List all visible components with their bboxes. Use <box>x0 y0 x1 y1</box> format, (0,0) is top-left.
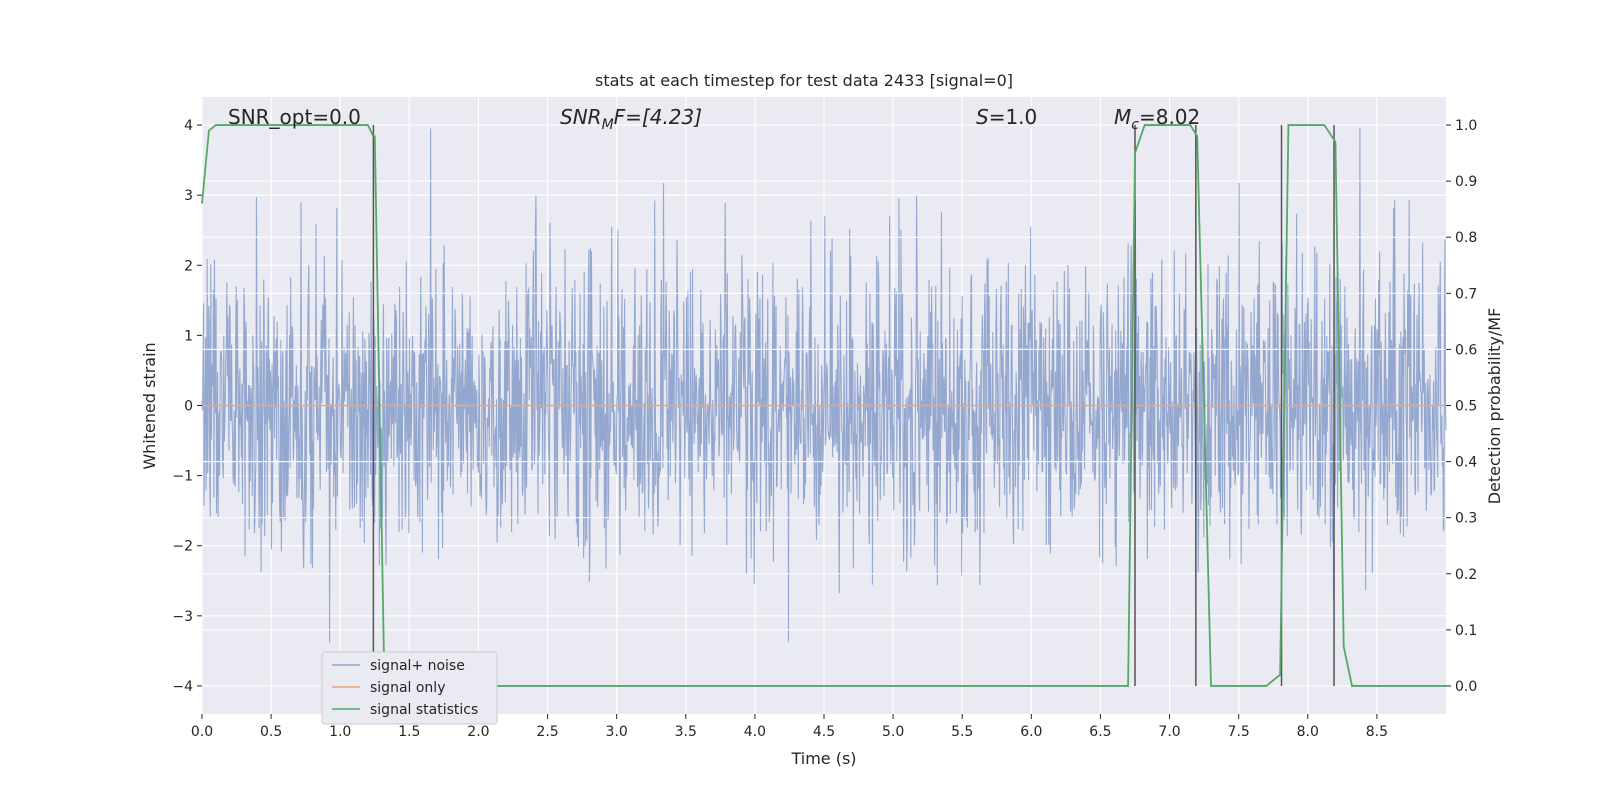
x-axis-label: Time (s) <box>790 749 856 768</box>
x-tick-label: 7.0 <box>1158 724 1180 740</box>
y-right-tick-label: 0.5 <box>1455 399 1477 415</box>
legend-label-signal-statistics: signal statistics <box>370 702 478 718</box>
x-tick-label: 7.5 <box>1228 724 1250 740</box>
annotation-snr-mf-rest: F=[4.23] <box>614 105 702 129</box>
x-tick-label: 1.5 <box>398 724 420 740</box>
y-axis-label-left: Whitened strain <box>140 342 159 469</box>
annotation-s: S=1.0 <box>976 105 1037 129</box>
annotation-mc-rest: =8.02 <box>1139 105 1200 129</box>
y-left-tick-label: 4 <box>184 118 193 134</box>
x-tick-label: 2.5 <box>536 724 558 740</box>
y-left-tick-label: 3 <box>184 188 193 204</box>
x-tick-label: 2.0 <box>467 724 489 740</box>
annotation-snr-mf-sub: M <box>602 117 614 133</box>
x-tick-label: 5.5 <box>951 724 973 740</box>
y-right-tick-label: 0.1 <box>1455 623 1477 639</box>
x-tick-label: 3.5 <box>675 724 697 740</box>
annotation-s-rest: =1.0 <box>989 105 1038 129</box>
x-tick-label: 8.0 <box>1297 724 1319 740</box>
chart-title: stats at each timestep for test data 243… <box>595 71 1013 90</box>
axes: 0.0 0.5 1.0 1.5 2.0 2.5 3.0 3.5 4.0 4.5 5.0 5.5 6.0 6… <box>172 118 1477 740</box>
y-left-tick-label: 0 <box>184 399 193 415</box>
y-left-tick-label: 1 <box>184 328 193 344</box>
legend: signal+ noise signal only signal statist… <box>321 651 498 725</box>
y-right-tick-label: 0.0 <box>1455 679 1477 695</box>
y-left-tick-label: −2 <box>172 539 193 555</box>
x-tick-label: 0.5 <box>260 724 282 740</box>
y-axis-label-right: Detection probability/MF <box>1485 308 1504 505</box>
y-right-tick-label: 0.8 <box>1455 230 1477 246</box>
x-tick-label: 0.0 <box>191 724 213 740</box>
series-signal-statistics <box>201 124 1446 687</box>
series-signal-plus-noise <box>201 128 1447 643</box>
y-right-tick-label: 0.7 <box>1455 286 1477 302</box>
noise-trace <box>201 128 1447 643</box>
x-tick-label: 6.0 <box>1020 724 1042 740</box>
y-right-tick-label: 0.3 <box>1455 511 1477 527</box>
x-tick-label: 4.5 <box>813 724 835 740</box>
annotation-s-main: S <box>976 105 989 129</box>
y-right-tick-label: 0.6 <box>1455 342 1477 358</box>
annotation-snr-opt: SNR_opt=0.0 <box>228 105 361 129</box>
x-tick-label: 6.5 <box>1089 724 1111 740</box>
annotation-snr-mf: SNRMF=[4.23] <box>560 105 702 133</box>
legend-label-signal-plus-noise: signal+ noise <box>370 658 465 674</box>
annotation-mc-sub: c <box>1131 117 1139 133</box>
y-left-tick-label: −3 <box>172 609 193 625</box>
y-left-tick-label: −4 <box>172 679 193 695</box>
y-left-tick-label: −1 <box>172 469 193 485</box>
y-left-tick-label: 2 <box>184 258 193 274</box>
x-tick-label: 3.0 <box>606 724 628 740</box>
legend-label-signal-only: signal only <box>370 680 445 696</box>
x-tick-label: 4.0 <box>744 724 766 740</box>
x-tick-label: 5.0 <box>882 724 904 740</box>
y-right-tick-label: 1.0 <box>1455 118 1477 134</box>
legend-box <box>321 651 498 725</box>
y-right-tick-label: 0.2 <box>1455 567 1477 583</box>
x-tick-label: 1.0 <box>329 724 351 740</box>
annotation-mc-main: M <box>1114 105 1131 129</box>
y-right-tick-label: 0.4 <box>1455 455 1477 471</box>
annotation-mc: Mc=8.02 <box>1114 105 1200 133</box>
x-tick-label: 8.5 <box>1366 724 1388 740</box>
signal-statistics-line <box>201 124 1446 687</box>
y-right-tick-label: 0.9 <box>1455 174 1477 190</box>
annotation-snr-mf-main: SNR <box>560 105 602 129</box>
